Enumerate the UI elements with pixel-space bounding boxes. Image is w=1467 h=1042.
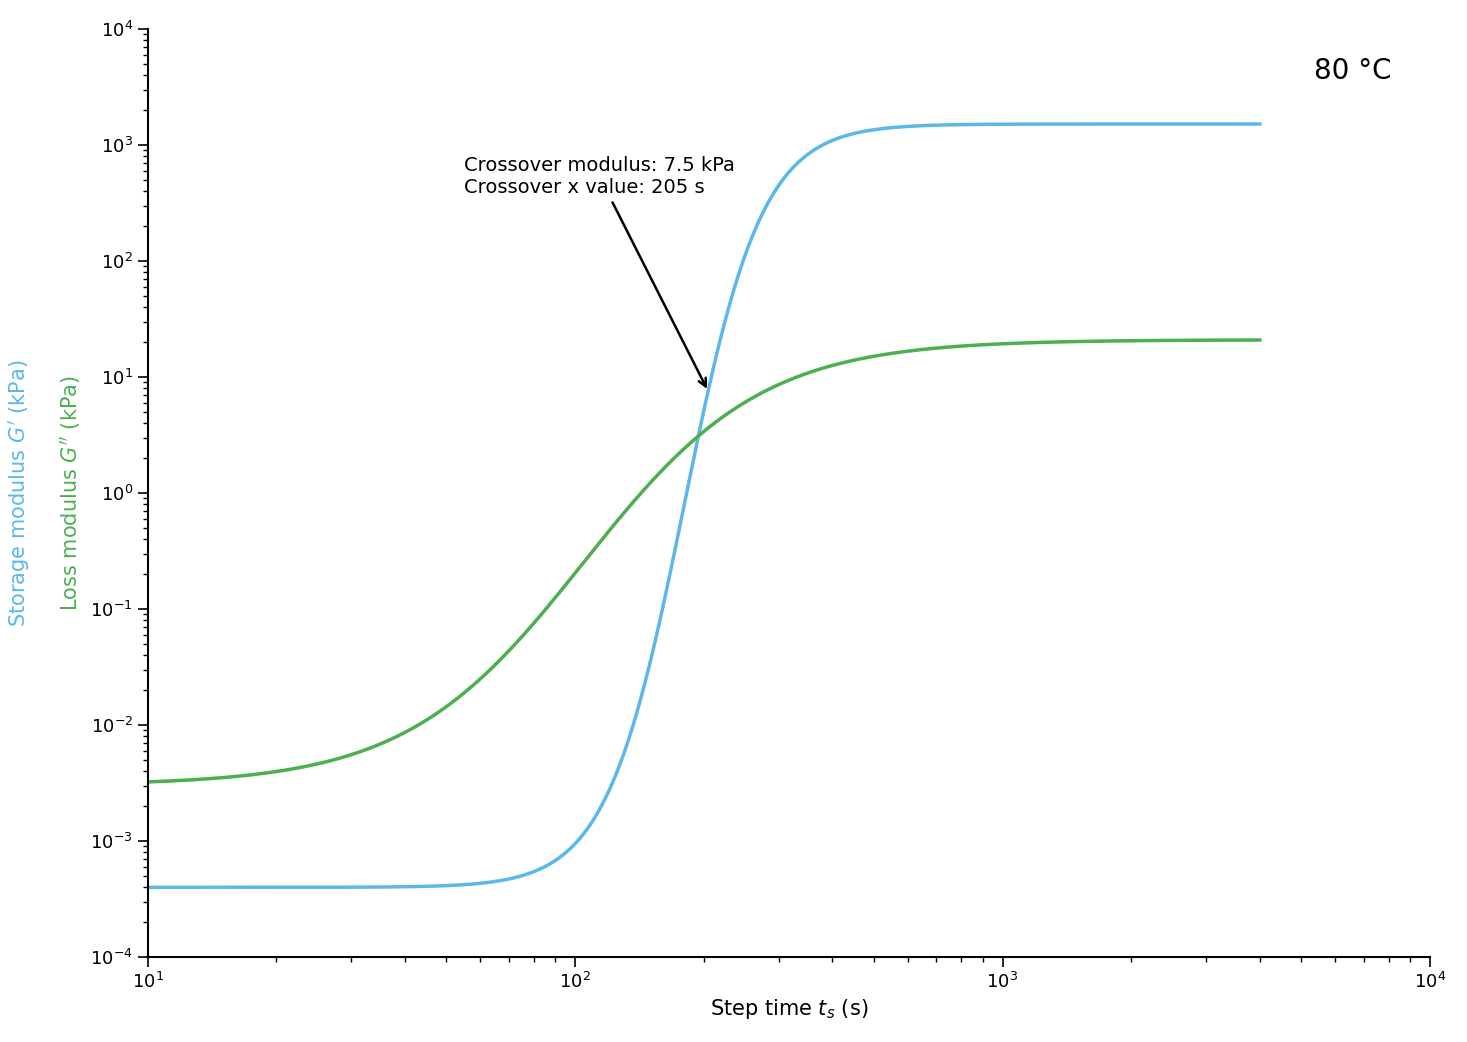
X-axis label: Step time $t_s$ (s): Step time $t_s$ (s) [710, 997, 868, 1021]
Text: 80 °C: 80 °C [1314, 56, 1392, 84]
Text: Crossover modulus: 7.5 kPa
Crossover x value: 205 s: Crossover modulus: 7.5 kPa Crossover x v… [464, 156, 735, 387]
Text: Storage modulus $G'$ (kPa): Storage modulus $G'$ (kPa) [6, 359, 32, 626]
Text: Loss modulus $G''$ (kPa): Loss modulus $G''$ (kPa) [59, 375, 84, 611]
